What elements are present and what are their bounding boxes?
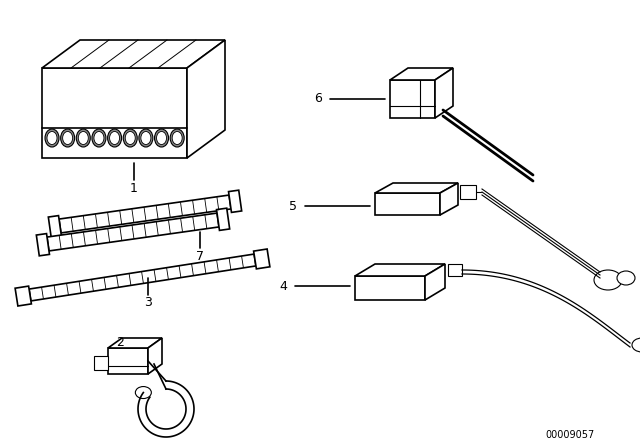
Polygon shape — [435, 68, 453, 118]
Ellipse shape — [632, 338, 640, 352]
Polygon shape — [390, 80, 435, 118]
Text: 3: 3 — [144, 297, 152, 310]
Ellipse shape — [108, 129, 122, 147]
Polygon shape — [187, 40, 225, 158]
Polygon shape — [108, 348, 148, 374]
Ellipse shape — [141, 132, 151, 145]
Polygon shape — [42, 68, 187, 158]
Text: 4: 4 — [279, 280, 287, 293]
Ellipse shape — [617, 271, 635, 285]
Polygon shape — [42, 40, 225, 68]
Ellipse shape — [45, 129, 59, 147]
Ellipse shape — [172, 132, 182, 145]
Ellipse shape — [94, 132, 104, 145]
Polygon shape — [49, 215, 61, 238]
Ellipse shape — [170, 129, 184, 147]
Polygon shape — [425, 264, 445, 300]
Bar — [448, 264, 462, 276]
Polygon shape — [59, 195, 231, 233]
Ellipse shape — [594, 270, 622, 290]
Text: 6: 6 — [314, 92, 322, 105]
Ellipse shape — [47, 132, 57, 145]
Polygon shape — [355, 264, 445, 276]
Ellipse shape — [124, 129, 137, 147]
Polygon shape — [216, 208, 230, 230]
Polygon shape — [355, 276, 425, 300]
Polygon shape — [228, 190, 242, 212]
Text: 1: 1 — [130, 181, 138, 194]
Text: 2: 2 — [116, 336, 124, 349]
Ellipse shape — [76, 129, 90, 147]
Polygon shape — [36, 233, 49, 256]
Text: 5: 5 — [289, 199, 297, 212]
Ellipse shape — [61, 129, 75, 147]
Polygon shape — [390, 68, 453, 80]
Ellipse shape — [135, 387, 151, 399]
Polygon shape — [108, 338, 162, 348]
Bar — [460, 185, 476, 199]
Polygon shape — [253, 249, 270, 269]
Ellipse shape — [157, 132, 166, 145]
Ellipse shape — [139, 129, 153, 147]
Text: 7: 7 — [196, 250, 204, 263]
Ellipse shape — [63, 132, 73, 145]
Ellipse shape — [92, 129, 106, 147]
Polygon shape — [47, 213, 219, 251]
Text: 00009057: 00009057 — [546, 430, 595, 440]
Polygon shape — [440, 183, 458, 215]
Polygon shape — [375, 193, 440, 215]
Polygon shape — [148, 338, 162, 374]
Ellipse shape — [154, 129, 168, 147]
Polygon shape — [94, 356, 108, 370]
Ellipse shape — [78, 132, 88, 145]
Polygon shape — [29, 254, 256, 301]
Ellipse shape — [109, 132, 120, 145]
Polygon shape — [15, 286, 31, 306]
Polygon shape — [375, 183, 458, 193]
Ellipse shape — [125, 132, 135, 145]
